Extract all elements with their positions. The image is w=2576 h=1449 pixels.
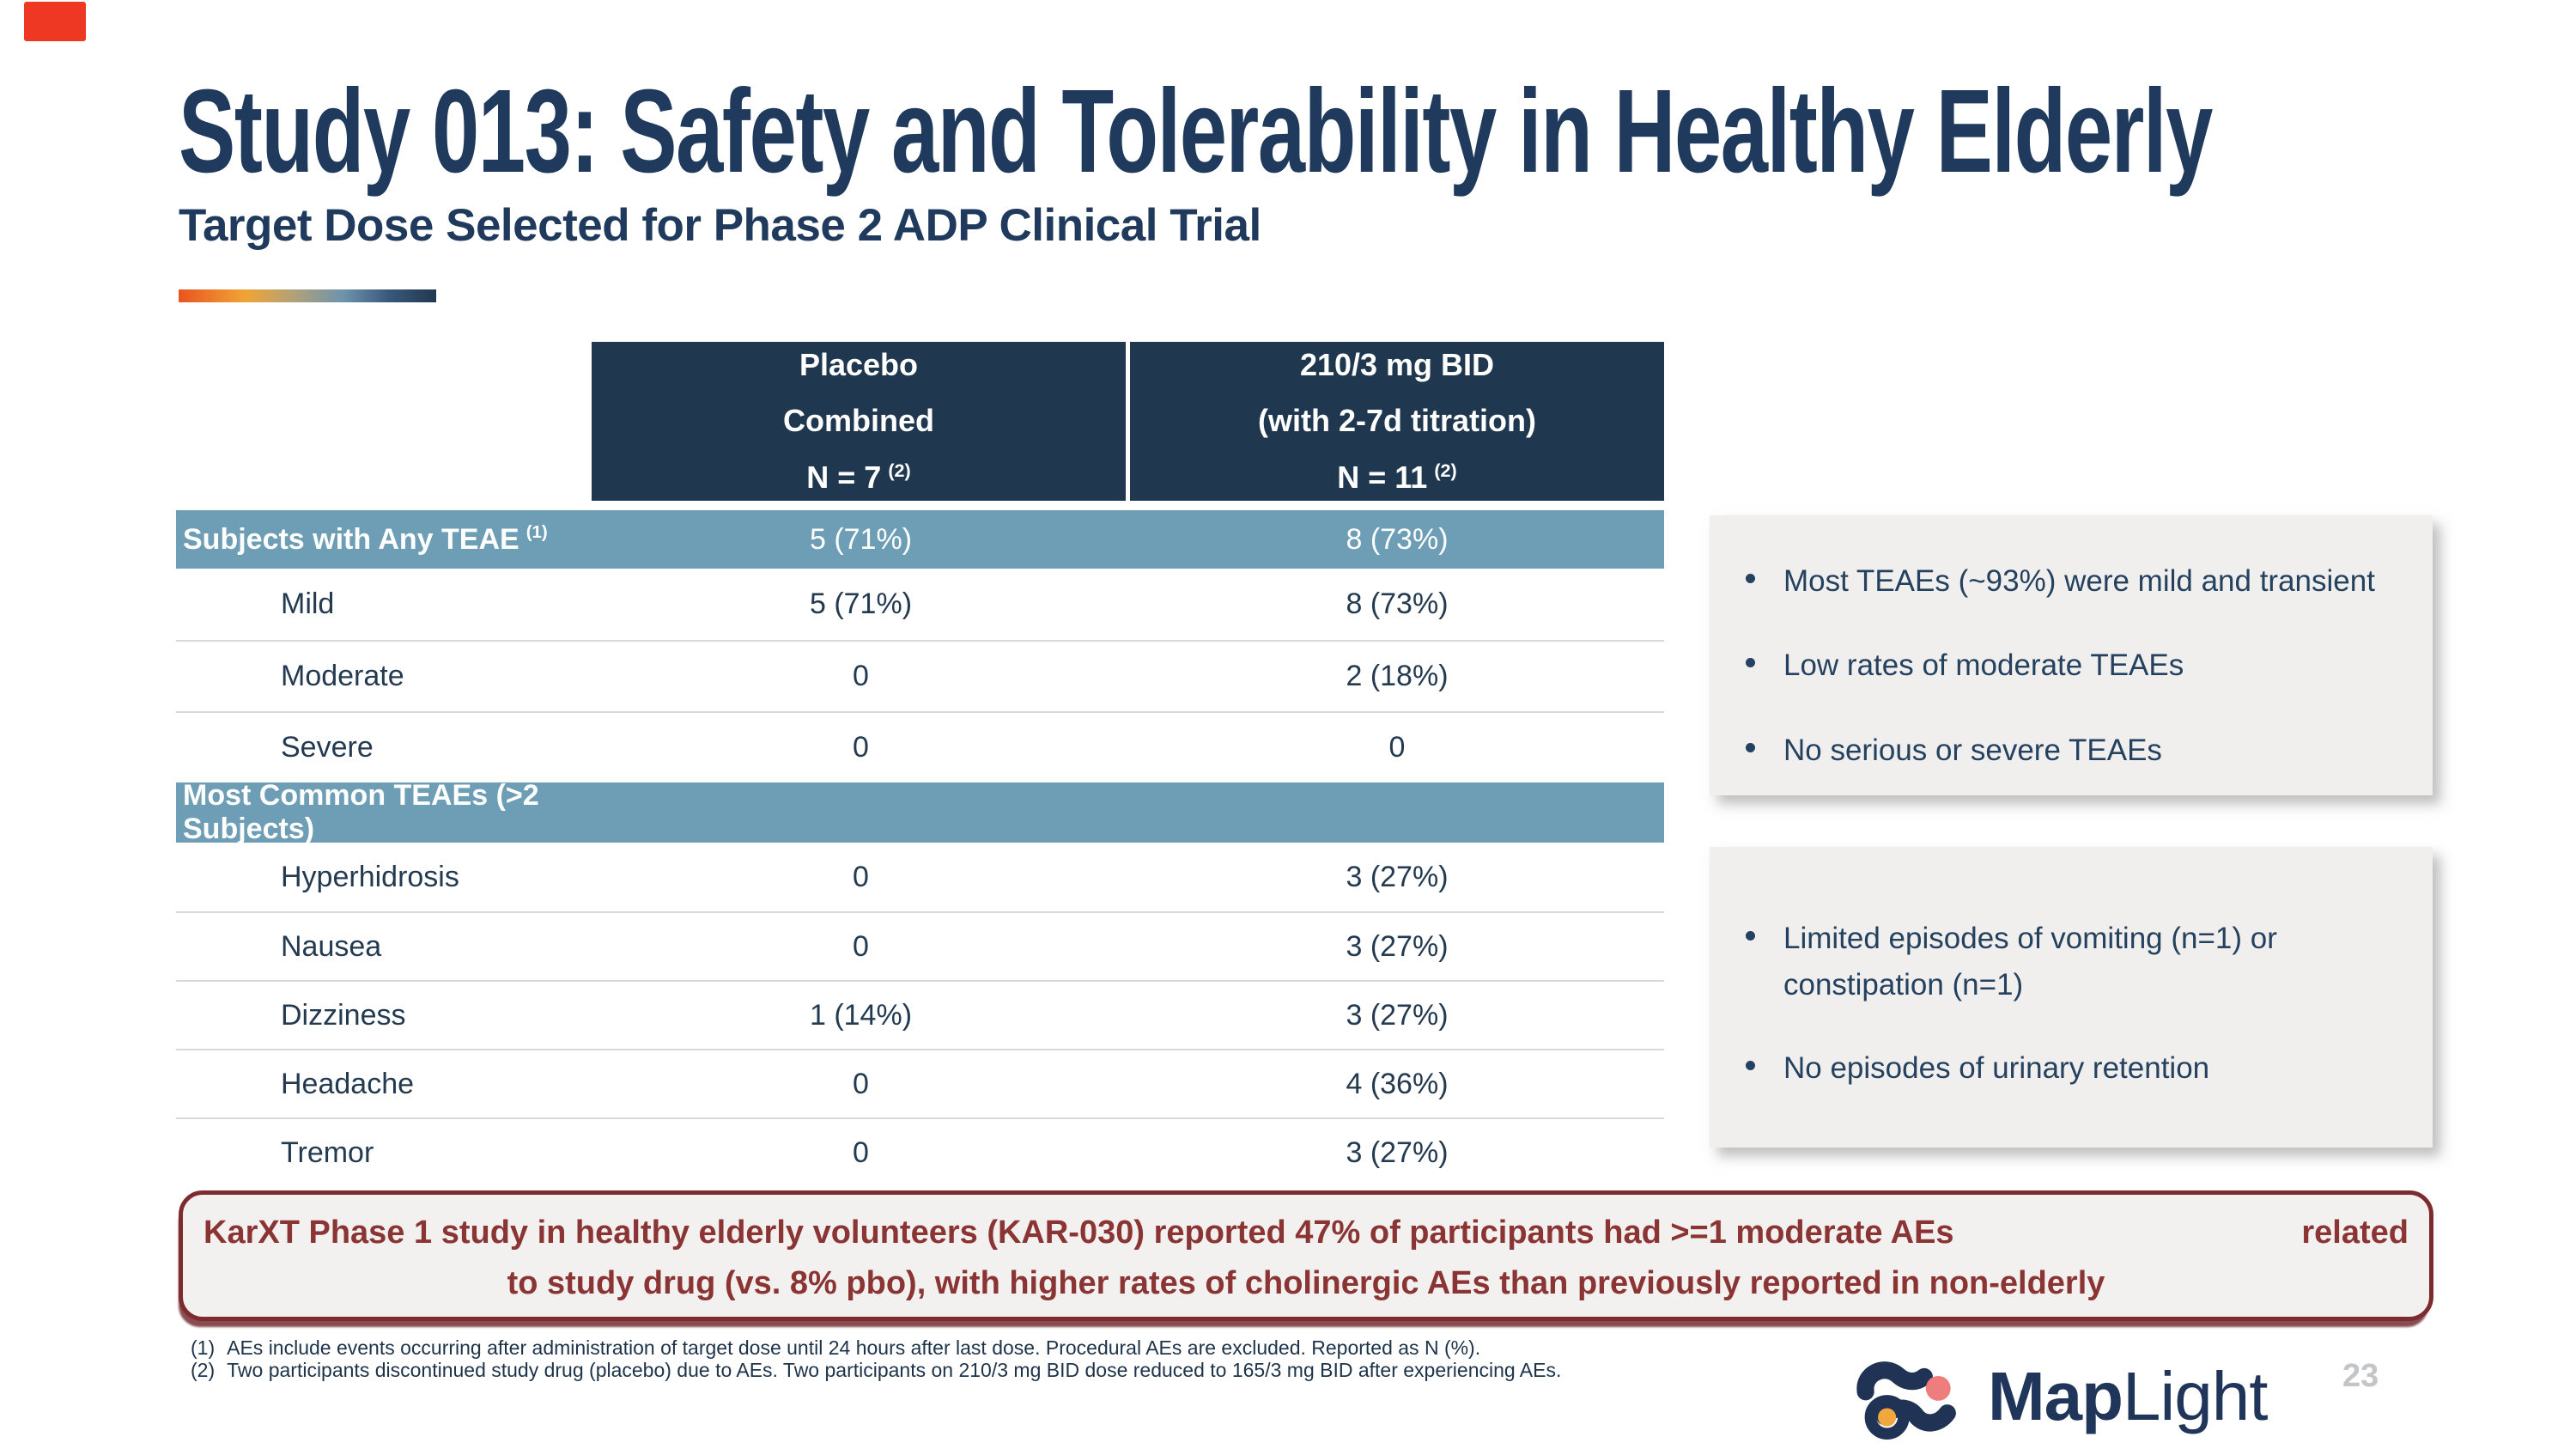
cell-value: 0 bbox=[1388, 731, 1406, 764]
row-label: Moderate bbox=[281, 660, 404, 692]
column-header-active-dose: 210/3 mg BID (with 2-7d titration) N = 1… bbox=[1130, 342, 1664, 501]
cell-value: 0 bbox=[853, 860, 869, 893]
footnote-text: AEs include events occurring after admin… bbox=[227, 1336, 1481, 1359]
table-row-tremor: Tremor 0 3 (27%) bbox=[176, 1117, 1664, 1186]
cell-value: 5 (71%) bbox=[809, 522, 913, 556]
section-label: Subjects with Any TEAE (1) bbox=[183, 522, 548, 556]
section-label: Most Common TEAEs (>2 Subjects) bbox=[183, 779, 539, 845]
bullet-item: Most TEAEs (~93%) were mild and transien… bbox=[1746, 558, 2419, 605]
cell-value: 0 bbox=[853, 929, 869, 963]
logo-text-map: Map bbox=[1988, 1358, 2123, 1434]
callout-line-2: to study drug (vs. 8% pbo), with higher … bbox=[507, 1264, 2105, 1301]
cell-value: 8 (73%) bbox=[1346, 588, 1449, 620]
row-label: Nausea bbox=[281, 929, 382, 963]
karxt-comparison-callout: KarXT Phase 1 study in healthy elderly v… bbox=[179, 1190, 2433, 1321]
maplight-logo: MapLight bbox=[1853, 1354, 2268, 1440]
cell-value: 4 (36%) bbox=[1346, 1067, 1449, 1100]
footnote-ref: (2) bbox=[888, 460, 911, 481]
footnote-marker: (1) bbox=[191, 1336, 216, 1359]
callout-text-left: KarXT Phase 1 study in healthy elderly v… bbox=[204, 1215, 1954, 1251]
cell-value: 0 bbox=[853, 731, 869, 764]
table-row-dizziness: Dizziness 1 (14%) 3 (27%) bbox=[176, 980, 1664, 1049]
row-label: Mild bbox=[281, 588, 335, 620]
table-section-row-any-teae: Subjects with Any TEAE (1) 5 (71%) 8 (73%… bbox=[176, 510, 1664, 569]
bullet-list: Most TEAEs (~93%) were mild and transien… bbox=[1710, 558, 2419, 774]
bullet-list: Limited episodes of vomiting (n=1) or co… bbox=[1710, 916, 2419, 1092]
footnote-marker: (2) bbox=[191, 1359, 216, 1381]
header-line: N = 7 (2) bbox=[806, 460, 911, 495]
table-row-moderate: Moderate 0 2 (18%) bbox=[176, 640, 1664, 711]
teae-results-table: Placebo Combined N = 7 (2) 210/3 mg BID (… bbox=[176, 342, 1664, 1186]
footnote-2: (2) Two participants discontinued study … bbox=[191, 1359, 1561, 1381]
cell-value: 3 (27%) bbox=[1346, 860, 1449, 893]
page-number: 23 bbox=[2342, 1358, 2379, 1394]
bullet-item: Low rates of moderate TEAEs bbox=[1746, 642, 2419, 689]
footnotes: (1) AEs include events occurring after a… bbox=[191, 1336, 1561, 1381]
insight-box-gi-events: Limited episodes of vomiting (n=1) or co… bbox=[1710, 847, 2433, 1148]
header-line: Combined bbox=[783, 403, 934, 438]
row-label: Tremor bbox=[281, 1135, 374, 1169]
cell-value: 5 (71%) bbox=[809, 588, 913, 620]
bullet-item: No episodes of urinary retention bbox=[1746, 1045, 2419, 1092]
header-line: Placebo bbox=[799, 347, 919, 382]
cell-value: 8 (73%) bbox=[1346, 522, 1449, 556]
slide-subtitle: Target Dose Selected for Phase 2 ADP Cli… bbox=[179, 200, 1261, 251]
cell-value: 2 (18%) bbox=[1346, 660, 1449, 692]
cell-value: 0 bbox=[853, 1067, 869, 1100]
row-label: Headache bbox=[281, 1067, 415, 1100]
bullet-item: No serious or severe TEAEs bbox=[1746, 728, 2419, 774]
table-row-severe: Severe 0 0 bbox=[176, 711, 1664, 782]
cell-value: 3 (27%) bbox=[1346, 998, 1449, 1032]
logo-text-light: Light bbox=[2123, 1358, 2268, 1434]
table-row-headache: Headache 0 4 (36%) bbox=[176, 1049, 1664, 1117]
cell-value: 0 bbox=[853, 1135, 869, 1169]
row-label: Dizziness bbox=[281, 998, 406, 1032]
header-line: (with 2-7d titration) bbox=[1258, 403, 1536, 438]
maplight-logo-text: MapLight bbox=[1988, 1357, 2268, 1436]
table-section-common-teaes: Hyperhidrosis 0 3 (27%) Nausea 0 3 (27%)… bbox=[176, 843, 1664, 1186]
callout-line-1: KarXT Phase 1 study in healthy elderly v… bbox=[204, 1213, 2409, 1254]
table-header-row: Placebo Combined N = 7 (2) 210/3 mg BID (… bbox=[592, 342, 1664, 501]
footnote-text: Two participants discontinued study drug… bbox=[227, 1359, 1562, 1381]
table-section-row-common-teaes: Most Common TEAEs (>2 Subjects) bbox=[176, 779, 1664, 845]
cell-value: 1 (14%) bbox=[809, 998, 913, 1032]
table-row-nausea: Nausea 0 3 (27%) bbox=[176, 911, 1664, 980]
table-row-hyperhidrosis: Hyperhidrosis 0 3 (27%) bbox=[176, 843, 1664, 911]
row-label: Hyperhidrosis bbox=[281, 860, 459, 893]
footnote-ref: (1) bbox=[526, 523, 548, 543]
slide-title: Study 013: Safety and Tolerability in He… bbox=[179, 65, 2213, 198]
callout-text-right: related bbox=[2301, 1215, 2409, 1251]
cell-value: 3 (27%) bbox=[1346, 1135, 1449, 1169]
footnote-1: (1) AEs include events occurring after a… bbox=[191, 1336, 1561, 1359]
bullet-item: Limited episodes of vomiting (n=1) or co… bbox=[1746, 916, 2419, 1009]
table-section-severity: Mild 5 (71%) 8 (73%) Moderate 0 2 (18%) … bbox=[176, 569, 1664, 782]
column-header-placebo: Placebo Combined N = 7 (2) bbox=[592, 342, 1126, 501]
maplight-logo-mark bbox=[1856, 1361, 1956, 1440]
footnote-ref: (2) bbox=[1434, 460, 1457, 481]
record-indicator-mark bbox=[24, 2, 86, 41]
header-line: N = 11 (2) bbox=[1337, 460, 1457, 495]
insight-box-teae-summary: Most TEAEs (~93%) were mild and transien… bbox=[1710, 515, 2433, 795]
row-label: Severe bbox=[281, 731, 374, 764]
cell-value: 0 bbox=[853, 660, 869, 692]
table-row-mild: Mild 5 (71%) 8 (73%) bbox=[176, 569, 1664, 640]
cell-value: 3 (27%) bbox=[1346, 929, 1449, 963]
header-line: 210/3 mg BID bbox=[1299, 347, 1495, 382]
accent-gradient-bar bbox=[179, 289, 436, 302]
